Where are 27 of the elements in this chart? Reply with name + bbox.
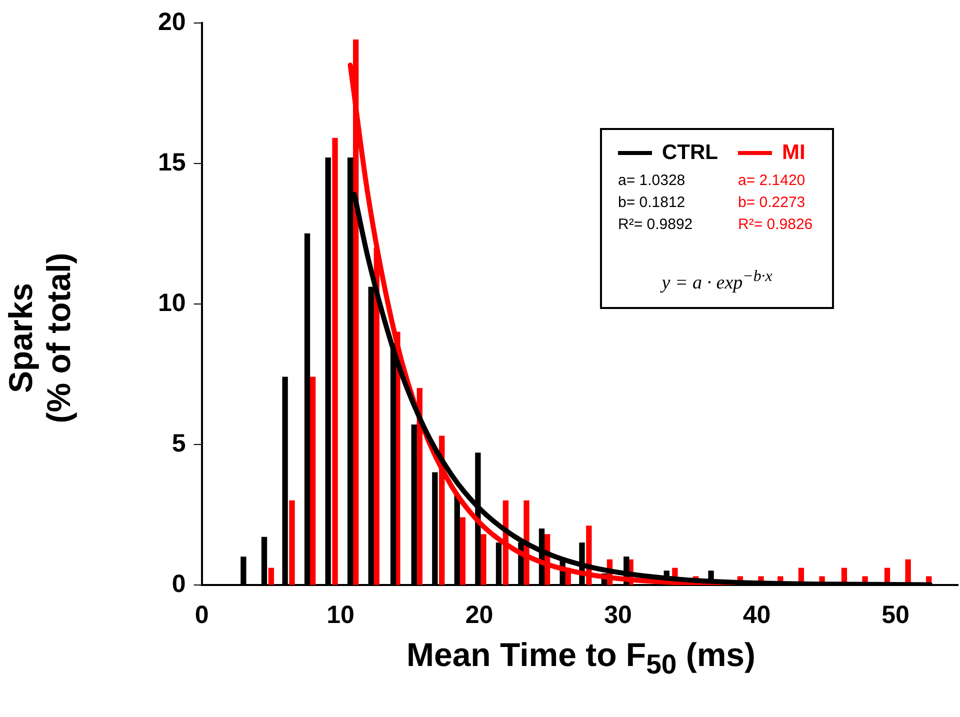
legend-label: MI [782,141,806,164]
bar [332,138,338,585]
x-tick-label: 40 [742,600,771,629]
bar [310,376,316,585]
y-tick-label: 20 [158,8,186,36]
annotation: a= 2.1420 [738,171,806,191]
y-tick-label: 0 [172,570,186,598]
annotation: a= 1.0328 [618,171,686,191]
annotation: R²= 0.9892 [618,215,694,235]
x-axis-title: Mean Time to F$_{50}$ (ms) [405,636,757,681]
x-tick-label: 0 [194,600,209,629]
y-tick-label: 15 [158,148,186,176]
bar [460,517,466,585]
x-tick-label: 10 [326,600,354,629]
x-tick-label: 30 [604,600,632,629]
y-tick-label: 10 [158,288,186,317]
y-axis-title: Sparks (% of total) [2,252,78,426]
bar [289,500,295,585]
x-tick-label: 20 [465,600,494,629]
annotation: b= 0.2273 [738,193,806,213]
y-tick-label: 5 [172,429,186,458]
annotation: R²= 0.9826 [738,215,813,235]
annotation: b= 0.1812 [618,193,686,213]
x-tick-label: 50 [882,600,910,629]
bar [268,568,274,585]
annotation: y = a · exp$^{−b·x}$ [659,268,774,294]
legend-label: CTRL [662,141,718,164]
